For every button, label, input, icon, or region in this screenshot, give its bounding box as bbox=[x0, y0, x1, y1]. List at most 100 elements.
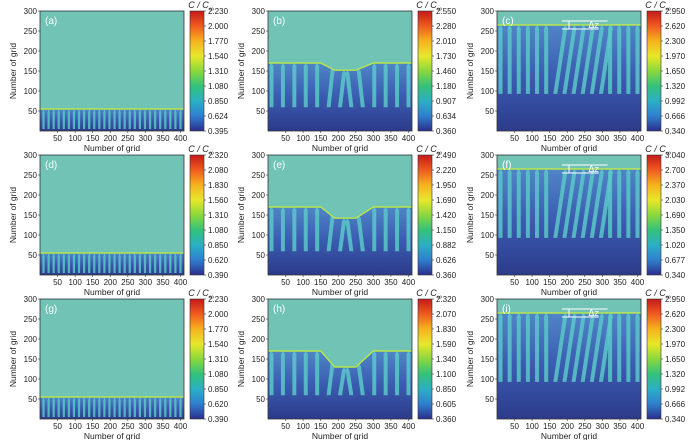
y-tick-label: 50 bbox=[256, 107, 265, 116]
x-tick-label: 50 bbox=[53, 422, 62, 431]
y-tick-label: 250 bbox=[24, 315, 38, 324]
colorbar-tick-label: 2.370 bbox=[665, 181, 686, 190]
dendrite bbox=[571, 169, 586, 238]
x-tick-label: 250 bbox=[578, 134, 592, 143]
dendrite bbox=[356, 215, 365, 252]
dendrite bbox=[395, 207, 400, 252]
dendrite bbox=[128, 109, 131, 129]
x-axis-label: Number of grid bbox=[312, 287, 368, 297]
dendrite bbox=[103, 253, 106, 273]
x-tick-label: 50 bbox=[53, 134, 62, 143]
y-tick-label: 50 bbox=[256, 251, 265, 260]
dendrite bbox=[138, 109, 142, 129]
colorbar-title-main: C / C bbox=[188, 288, 209, 298]
dendrite bbox=[280, 63, 285, 108]
dendrite bbox=[118, 253, 121, 273]
dendrite bbox=[535, 169, 540, 238]
dendrite bbox=[507, 169, 512, 238]
x-tick-label: 200 bbox=[332, 278, 346, 287]
dendrite bbox=[123, 253, 126, 273]
dendrite bbox=[47, 109, 50, 129]
dendrite bbox=[118, 109, 121, 129]
dendrite bbox=[356, 68, 365, 108]
dendrite bbox=[315, 63, 320, 108]
dendrite bbox=[544, 169, 549, 238]
colorbar bbox=[417, 10, 433, 132]
dendrite-array bbox=[269, 207, 411, 252]
dendrite bbox=[498, 169, 503, 238]
dendrite bbox=[269, 351, 274, 396]
dendrite bbox=[372, 351, 377, 396]
dendrite bbox=[571, 25, 586, 94]
x-tick-label: 150 bbox=[314, 422, 328, 431]
x-axis-label: Number of grid bbox=[84, 431, 140, 440]
colorbar-title-sub: ∞ bbox=[209, 150, 214, 157]
dendrite bbox=[303, 207, 308, 252]
colorbar-tick-label: 1.100 bbox=[436, 370, 457, 379]
x-axis-label: Number of grid bbox=[84, 143, 140, 153]
dendrite bbox=[57, 109, 60, 129]
dendrite bbox=[498, 25, 503, 94]
dendrite bbox=[88, 109, 91, 129]
y-tick-label: 100 bbox=[252, 375, 266, 384]
colorbar-tick-label: 0.360 bbox=[436, 271, 457, 280]
x-tick-label: 350 bbox=[156, 422, 170, 431]
dendrite-array bbox=[269, 351, 411, 396]
x-tick-label: 300 bbox=[596, 278, 610, 287]
x-tick-label: 400 bbox=[631, 278, 645, 287]
panel-d: (d)50 100 150 200 250 300 350 40050100150200250… bbox=[8, 144, 229, 297]
colorbar-tick-label: 2.950 bbox=[665, 295, 686, 304]
colorbar-title: C / C∞ bbox=[645, 144, 671, 157]
y-tick-label: 250 bbox=[252, 171, 266, 180]
x-axis-label: Number of grid bbox=[312, 431, 368, 440]
colorbar-tick-label: 1.970 bbox=[665, 340, 686, 349]
dendrite bbox=[553, 169, 568, 238]
colorbar-tick-label: 1.650 bbox=[665, 67, 686, 76]
dendrite bbox=[525, 25, 530, 94]
dendrite bbox=[154, 253, 157, 273]
x-tick-label: 200 bbox=[104, 278, 118, 287]
panel-label: (i) bbox=[502, 304, 511, 315]
x-tick-label: 100 bbox=[68, 134, 82, 143]
dendrite bbox=[169, 109, 172, 129]
dendrite bbox=[169, 253, 172, 273]
x-axis-label: Number of grid bbox=[84, 287, 140, 297]
dendrite bbox=[164, 109, 167, 129]
x-tick-label: 150 bbox=[86, 278, 100, 287]
dendrite bbox=[179, 109, 182, 129]
dendrite bbox=[118, 397, 121, 417]
x-tick-label: 100 bbox=[68, 422, 82, 431]
colorbar-tick-label: 2.000 bbox=[208, 22, 229, 31]
panel-label: (b) bbox=[273, 16, 285, 27]
panel-f: Δz(f)50 100 150 200 250 300 350 400501001502002… bbox=[465, 144, 686, 297]
dendrite bbox=[88, 397, 91, 417]
colorbar-title-sub: ∞ bbox=[437, 294, 442, 301]
dendrite-array bbox=[498, 169, 640, 238]
x-tick-label: 300 bbox=[367, 134, 381, 143]
colorbar-tick-label: 1.310 bbox=[208, 67, 229, 76]
dendrite bbox=[608, 313, 613, 382]
y-tick-label: 200 bbox=[24, 47, 38, 56]
y-tick-label: 200 bbox=[481, 47, 495, 56]
x-tick-label: 50 bbox=[510, 134, 519, 143]
panel-label: (a) bbox=[45, 16, 57, 27]
y-tick-label: 150 bbox=[24, 355, 38, 364]
colorbar bbox=[189, 298, 205, 420]
y-tick-label: 300 bbox=[252, 151, 266, 160]
x-tick-label: 150 bbox=[86, 422, 100, 431]
dendrite bbox=[383, 63, 388, 108]
dendrite bbox=[383, 351, 388, 396]
colorbar-tick-label: 1.080 bbox=[208, 370, 229, 379]
x-tick-label: 300 bbox=[367, 422, 381, 431]
dendrite bbox=[535, 313, 540, 382]
x-tick-label: 150 bbox=[86, 134, 100, 143]
y-axis-label: Number of grid bbox=[236, 43, 246, 99]
x-tick-label: 350 bbox=[156, 278, 170, 287]
dendrite bbox=[128, 397, 131, 417]
dendrite bbox=[143, 253, 147, 273]
dendrite bbox=[98, 397, 101, 417]
dendrite bbox=[345, 367, 354, 396]
x-tick-label: 50 bbox=[510, 422, 519, 431]
dendrite bbox=[123, 109, 126, 129]
panel-g: (g)50 100 150 200 250 300 350 40050100150200250… bbox=[8, 288, 229, 440]
